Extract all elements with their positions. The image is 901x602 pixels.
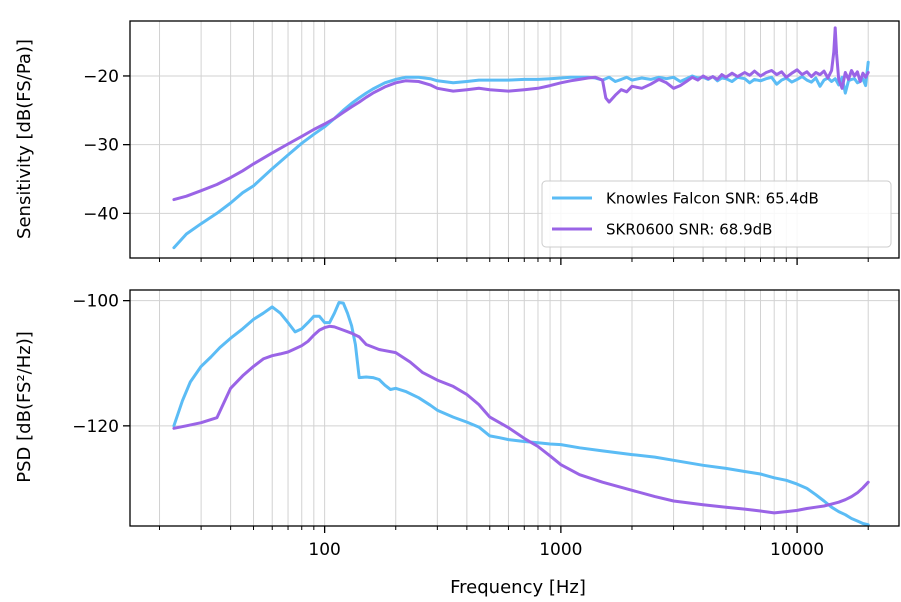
sensitivity-ytick-label: −30 [83,136,119,156]
psd-ytick-label: −120 [72,417,119,437]
sensitivity-panel: −40 −30 −20 Sensitivity [dB(FS/Pa)] Knowle… [14,20,900,265]
sensitivity-ytick-label: −20 [83,67,119,87]
sensitivity-series-knowles-falcon-line [172,60,870,250]
psd-ticks: −120 −100 100 1000 10000 [72,292,869,560]
psd-plot-frame [129,289,900,527]
psd-series [172,301,870,527]
psd-gridlines [130,290,899,526]
sensitivity-plot-frame [129,20,900,259]
legend-label-knowles: Knowles Falcon SNR: 65.4dB [606,190,819,208]
sensitivity-ytick-label: −40 [83,204,119,224]
sensitivity-series-skr0600-line [172,26,870,202]
psd-series-skr0600-line [172,324,870,515]
x-tick-label: 10000 [770,540,824,560]
psd-ytick-label: −100 [72,292,119,312]
x-axis-label: Frequency [Hz] [450,577,586,598]
sensitivity-ylabel: Sensitivity [dB(FS/Pa)] [14,39,35,239]
sensitivity-ticks: −40 −30 −20 [83,67,869,265]
psd-ylabel: PSD [dB(FS²/Hz)] [14,331,35,482]
legend: Knowles Falcon SNR: 65.4dB SKR0600 SNR: … [541,180,892,248]
x-tick-label: 100 [308,540,340,560]
legend-label-skr0600: SKR0600 SNR: 68.9dB [606,221,772,239]
psd-panel: −120 −100 100 1000 10000 PSD [dB(FS²/Hz)] Fr… [14,289,900,598]
psd-series-knowles-falcon-line [172,301,870,527]
sensitivity-series [172,26,870,250]
x-tick-label: 1000 [539,540,582,560]
legend-box [541,180,892,248]
